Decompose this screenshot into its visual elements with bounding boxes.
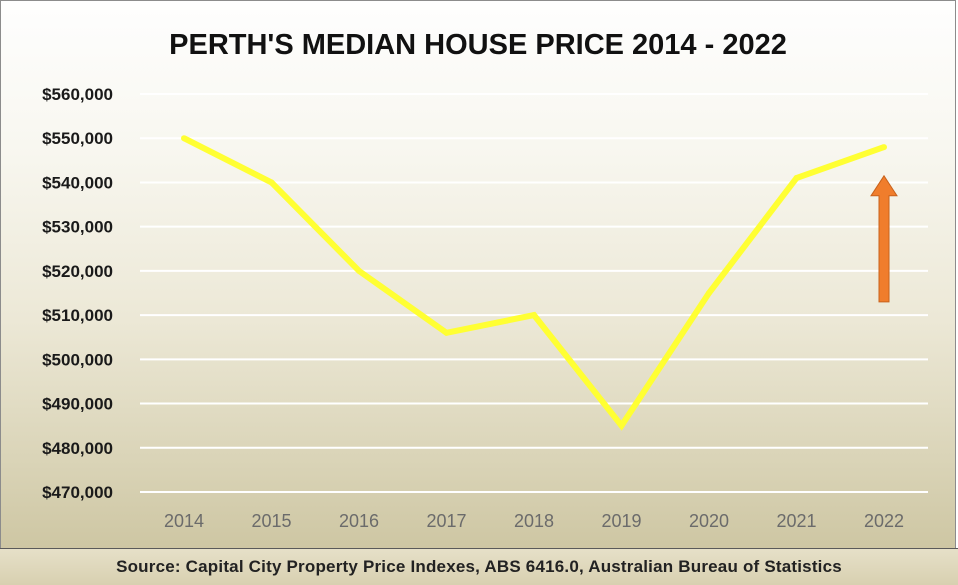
series-line [182,135,886,431]
x-axis-tick-labels: 2014 2015 2016 2017 2018 2019 2020 2021 2022 [164,511,904,531]
line-chart: $470,000 $480,000 $490,000 $500,000 $510,000… [42,29,928,531]
data-point [793,175,800,182]
y-tick-label: $470,000 [42,483,113,502]
series-layer [181,135,887,431]
chart-title: PERTH'S MEDIAN HOUSE PRICE 2014 - 2022 [169,29,787,61]
y-tick-label: $530,000 [42,218,113,237]
y-tick-label: $550,000 [42,129,113,148]
data-point [618,422,625,429]
y-tick-label: $510,000 [42,306,113,325]
x-tick-label: 2016 [339,511,379,531]
data-point [531,312,537,319]
data-point [356,267,362,274]
x-tick-label: 2018 [514,511,554,531]
data-point [268,179,275,186]
y-tick-label: $540,000 [42,173,113,192]
x-tick-label: 2014 [164,511,204,531]
source-footer: Source: Capital City Property Price Inde… [0,548,958,585]
data-point [443,329,450,336]
x-tick-label: 2020 [689,511,729,531]
data-point [881,144,887,151]
y-tick-label: $480,000 [42,439,113,458]
y-axis-tick-labels: $470,000 $480,000 $490,000 $500,000 $510,000… [42,85,113,502]
x-tick-label: 2015 [251,511,291,531]
source-text: Source: Capital City Property Price Inde… [116,557,842,576]
x-tick-label: 2021 [776,511,816,531]
up-arrow-annotation [870,174,898,303]
x-tick-label: 2017 [426,511,466,531]
x-tick-label: 2019 [601,511,641,531]
y-tick-label: $500,000 [42,350,113,369]
x-tick-label: 2022 [864,511,904,531]
data-point [706,290,712,296]
chart-area: $470,000 $480,000 $490,000 $500,000 $510,000… [42,29,928,531]
data-point [181,135,187,142]
annotations [870,174,898,303]
y-tick-label: $520,000 [42,262,113,281]
gridlines [140,93,928,493]
y-tick-label: $490,000 [42,395,113,414]
y-tick-label: $560,000 [42,85,113,104]
